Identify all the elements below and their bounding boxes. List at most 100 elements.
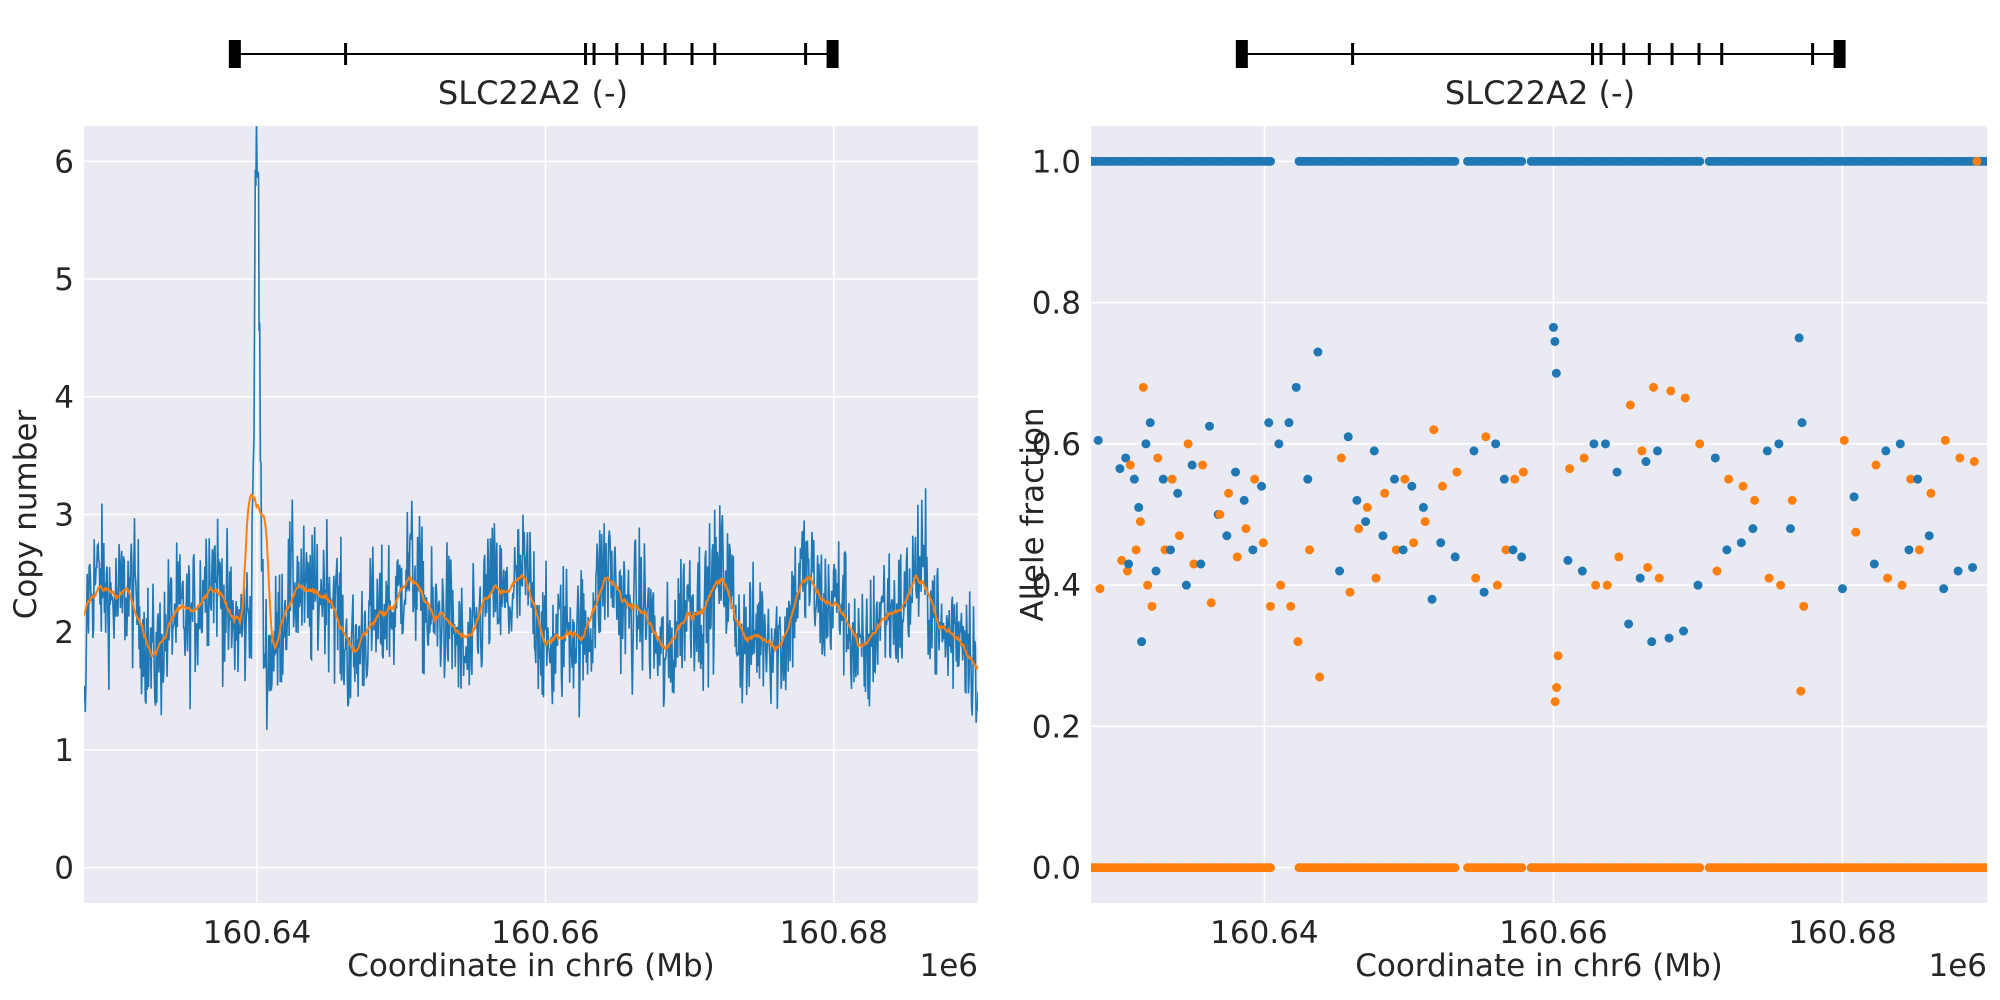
allele-b-point — [1776, 580, 1786, 590]
allele-b-point — [1135, 517, 1145, 527]
allele-b-point — [1926, 488, 1936, 498]
raw-copy-number-line — [84, 126, 978, 730]
allele-a-point — [1231, 467, 1241, 477]
y-axis-label: Copy number — [8, 410, 44, 620]
allele-a-point — [1205, 421, 1215, 431]
allele-a-point — [1469, 446, 1479, 456]
allele-b-point — [1429, 425, 1439, 435]
allele-a-point — [1141, 439, 1151, 449]
gene-exon-mark — [615, 43, 619, 65]
allele-b-point — [1648, 382, 1658, 392]
allele-a-point — [1695, 156, 1705, 166]
gene-exon-mark — [690, 43, 694, 65]
allele-b-point — [1972, 156, 1982, 166]
allele-b-point — [1215, 510, 1225, 519]
y-tick-label: 5 — [54, 262, 74, 298]
allele-a-point — [1635, 573, 1645, 583]
allele-a-point — [1284, 418, 1294, 428]
allele-fraction-chart: SLC22A2 (-) 160.64 160.66 160.68 0.0 0.2 0.4 0.… — [1015, 40, 1987, 984]
x-tick-label: 160.68 — [1788, 915, 1896, 951]
allele-a-point — [1124, 559, 1134, 569]
x-tick-label: 160.64 — [203, 915, 311, 951]
allele-b-point — [1232, 552, 1242, 562]
y-axis-label: Allele fraction — [1015, 407, 1051, 621]
gene-exon-mark — [713, 43, 717, 65]
allele-a-point — [1785, 524, 1795, 534]
allele-b-point — [1437, 481, 1447, 491]
gene-exon-mark — [228, 40, 241, 68]
allele-b-point — [1345, 587, 1355, 597]
allele-b-point — [1122, 566, 1132, 576]
allele-b-point — [1897, 580, 1907, 590]
allele-a-point — [1849, 492, 1859, 502]
allele-a-point — [1869, 559, 1879, 569]
gene-exon-mark — [804, 43, 808, 65]
allele-a-point — [1173, 488, 1183, 498]
data-layer — [84, 126, 978, 730]
allele-b-point — [1420, 517, 1430, 527]
allele-a-point — [1181, 580, 1191, 590]
allele-b-point — [1391, 545, 1401, 555]
gene-exon-mark — [1670, 43, 1674, 65]
allele-a-point — [1589, 439, 1599, 449]
gene-exon-mark — [1351, 43, 1355, 65]
x-offset-label: 1e6 — [919, 948, 978, 984]
allele-b-point — [1602, 580, 1612, 590]
copy-number-chart: SLC22A2 (-) 160.64 160.66 160.68 0 1 2 3 4 5 6 Coor… — [8, 40, 978, 984]
allele-b-point — [1315, 672, 1325, 682]
allele-a-point — [1939, 584, 1949, 594]
allele-a-point — [1548, 322, 1558, 332]
allele-b-point — [1738, 481, 1748, 491]
gene-exon-mark — [1647, 43, 1651, 65]
allele-a-point — [1352, 495, 1362, 505]
allele-b-point — [1550, 697, 1560, 707]
allele-a-point — [1427, 594, 1437, 604]
gene-exon-mark — [1720, 43, 1724, 65]
allele-b-point — [1183, 439, 1193, 449]
allele-b-point — [1883, 573, 1893, 583]
allele-b-point — [1167, 474, 1177, 484]
allele-b-point — [1138, 382, 1148, 392]
x-tick-label: 160.64 — [1210, 915, 1318, 951]
allele-b-point — [1305, 545, 1315, 555]
allele-a-point — [1450, 552, 1460, 562]
y-tick-label: 1.0 — [1032, 144, 1081, 180]
allele-b-point — [1518, 467, 1528, 477]
allele-b-point — [1409, 538, 1419, 548]
allele-a-point — [1563, 555, 1573, 565]
allele-b-point — [1969, 457, 1979, 467]
y-tick-label: 1 — [54, 733, 74, 769]
y-tick-label: 0.0 — [1032, 851, 1081, 887]
allele-b-point — [1614, 552, 1624, 562]
y-tick-label: 4 — [54, 380, 74, 416]
allele-b-point — [1914, 545, 1924, 555]
allele-a-point — [1797, 418, 1807, 428]
allele-b-point — [1750, 495, 1760, 505]
allele-a-point — [1389, 474, 1399, 484]
gene-exon-mark — [1235, 40, 1248, 68]
gene-label: SLC22A2 (-) — [438, 74, 628, 112]
gene-exon-mark — [344, 43, 348, 65]
allele-b-point — [1380, 488, 1390, 498]
allele-a-point — [1313, 347, 1323, 357]
allele-b-point — [1839, 435, 1849, 445]
allele-a-point — [1222, 531, 1232, 541]
allele-b-point — [1143, 580, 1153, 590]
allele-b-point — [1492, 580, 1502, 590]
smoothed-copy-number-line — [84, 492, 978, 671]
allele-b-point — [1276, 580, 1286, 590]
allele-b-point — [1371, 573, 1381, 583]
allele-a-point — [1491, 439, 1501, 449]
allele-a-point — [1653, 446, 1663, 456]
allele-a-point — [1774, 439, 1784, 449]
allele-a-point — [1274, 439, 1284, 449]
gene-exon-mark — [1622, 43, 1626, 65]
gene-exon-mark — [1833, 40, 1846, 68]
allele-b-point — [1552, 683, 1562, 693]
gene-exon-mark — [640, 43, 644, 65]
allele-b-point — [1981, 863, 1987, 873]
gene-exon-mark — [592, 43, 596, 65]
allele-b-point — [1471, 573, 1481, 583]
allele-a-point — [1794, 333, 1804, 343]
